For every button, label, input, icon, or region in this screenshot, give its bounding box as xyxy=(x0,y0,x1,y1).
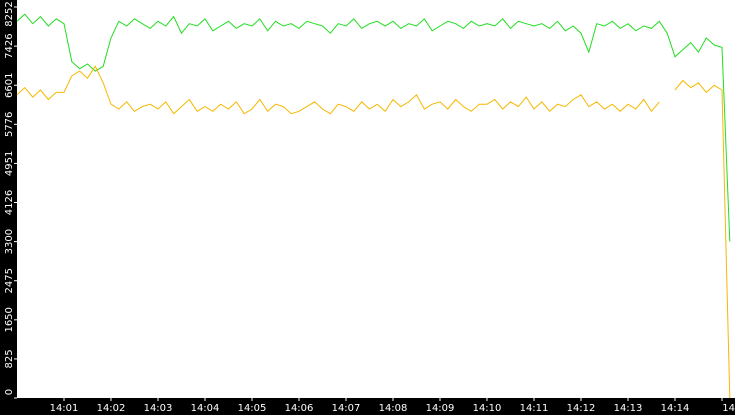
x-tick-label: 14:03 xyxy=(144,403,173,414)
x-tick-label: 14:02 xyxy=(97,403,126,414)
x-tick-label: 14 xyxy=(722,403,735,414)
x-tick-label: 14:09 xyxy=(426,403,455,414)
y-tick-label: 4951 xyxy=(4,151,15,176)
x-tick-label: 14:04 xyxy=(191,403,220,414)
y-tick-label: 7426 xyxy=(4,33,15,58)
y-tick-label: 5776 xyxy=(4,112,15,137)
y-tick-label: 1650 xyxy=(4,307,15,332)
x-tick-label: 14:13 xyxy=(614,403,643,414)
y-tick-label: 2475 xyxy=(4,268,15,293)
y-tick-label: 3300 xyxy=(4,229,15,254)
x-tick-label: 14:05 xyxy=(238,403,267,414)
series-line xyxy=(16,65,731,399)
x-tick-label: 14:07 xyxy=(332,403,361,414)
y-tick-label: 8252 xyxy=(4,1,15,26)
series-line xyxy=(16,13,731,242)
x-axis-strip xyxy=(0,398,735,415)
y-tick-label: 0 xyxy=(4,389,15,395)
y-tick-label: 4126 xyxy=(4,190,15,215)
y-tick-label: 6601 xyxy=(4,73,15,98)
x-tick-label: 14:12 xyxy=(567,403,596,414)
x-tick-label: 14:01 xyxy=(50,403,79,414)
y-axis-strip xyxy=(0,0,17,415)
x-tick-label: 14:11 xyxy=(520,403,549,414)
y-tick-label: 825 xyxy=(4,349,15,368)
x-tick-label: 14:10 xyxy=(473,403,502,414)
x-tick-label: 14:08 xyxy=(379,403,408,414)
x-tick-label: 14:14 xyxy=(661,403,690,414)
x-tick-label: 14:06 xyxy=(285,403,314,414)
